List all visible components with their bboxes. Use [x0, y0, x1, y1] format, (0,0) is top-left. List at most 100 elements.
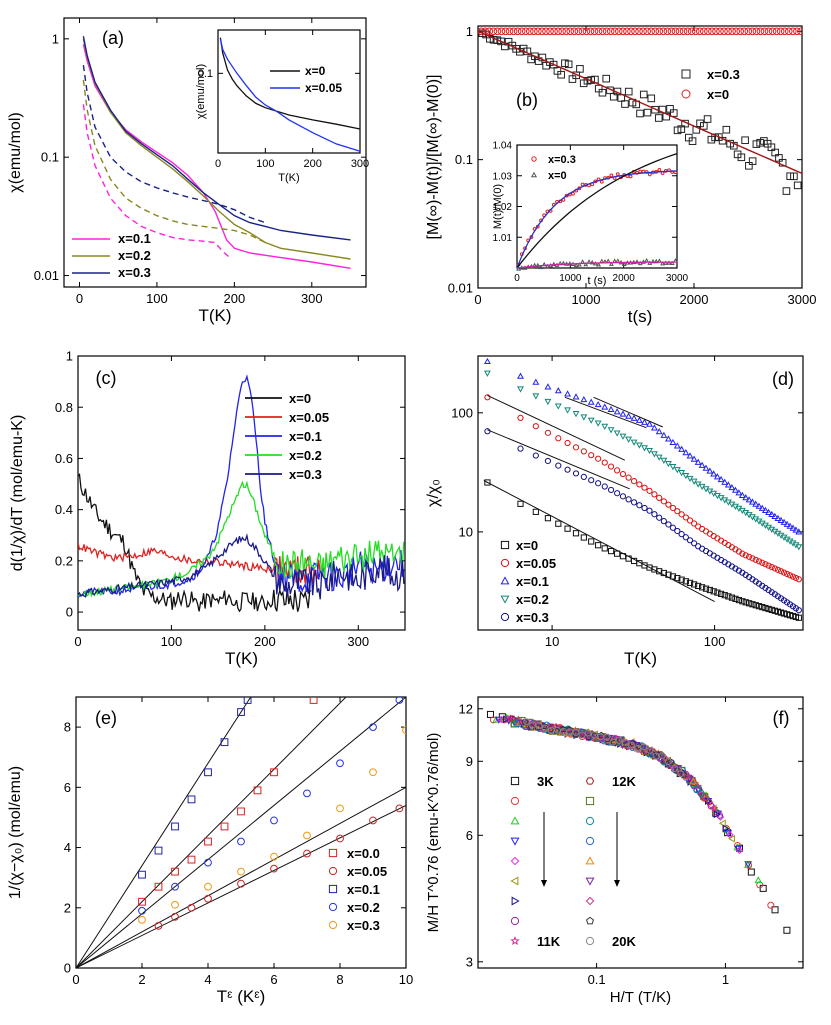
x-tick-label: 0	[76, 291, 83, 306]
legend-label: x=0.1	[347, 882, 380, 897]
data-point	[673, 766, 681, 774]
data-point	[171, 912, 179, 921]
inset-legend-label: x=0.3	[548, 154, 576, 166]
legend-label: x=0.1	[118, 231, 151, 246]
data-point	[724, 481, 732, 488]
data-point	[678, 531, 685, 538]
panel-c: 0 100 200 300 0 0.2 0.4 0.6 0.8 1 T(K) d(1/χ)/dT (m…	[9, 349, 406, 668]
data-point	[669, 109, 678, 117]
x-tick-label: 0.1	[588, 972, 606, 987]
data-point	[517, 414, 524, 421]
data-point	[570, 27, 579, 36]
data-point	[686, 579, 694, 586]
data-point	[523, 718, 531, 726]
data-point	[716, 27, 724, 36]
data-point	[706, 467, 714, 474]
data-point	[580, 534, 587, 541]
data-point	[690, 455, 698, 462]
data-point	[780, 518, 788, 525]
data-point	[682, 772, 691, 780]
data-point	[484, 428, 491, 435]
inset-fit-blue	[516, 170, 678, 269]
x-axis-label: T(K)	[198, 306, 231, 325]
legend-label: x=0.05	[347, 864, 387, 879]
legend-marker	[510, 796, 520, 806]
data-point	[544, 429, 552, 436]
data-point	[220, 738, 229, 747]
data-point	[493, 27, 502, 36]
fit-line	[487, 429, 630, 490]
legend-marker	[328, 920, 338, 930]
data-point	[767, 901, 775, 909]
data-point	[603, 733, 611, 741]
data-point	[607, 486, 615, 494]
data-point	[572, 411, 580, 418]
data-point	[613, 430, 621, 437]
data-point	[642, 748, 650, 755]
data-point	[762, 604, 769, 612]
legend-marker	[500, 558, 510, 568]
data-point	[619, 433, 627, 440]
y-tick-label: 0.2	[55, 553, 73, 568]
panel-a: 0 100 200 300 0.01 0.1 1 T(K) χ(emu/mol) (a) x=0.1…	[7, 17, 369, 325]
legend-label: x=0.0	[347, 846, 380, 861]
data-point	[650, 424, 658, 431]
data-point	[630, 439, 638, 446]
data-point	[595, 542, 602, 549]
data-point	[749, 555, 756, 562]
plot-frame	[75, 696, 407, 969]
data-d	[483, 357, 803, 621]
data-point	[564, 439, 571, 447]
data-point	[691, 581, 698, 588]
data-point	[689, 781, 697, 789]
data-point	[598, 88, 607, 97]
data-point	[755, 502, 763, 509]
data-point	[687, 27, 696, 36]
y-tick-label: 1.02	[493, 202, 513, 213]
data-point	[752, 500, 760, 507]
data-point	[602, 74, 611, 83]
data-point	[771, 906, 779, 914]
data-point	[655, 27, 664, 36]
data-point	[745, 496, 753, 503]
data-point	[615, 27, 623, 36]
legend-marker	[511, 896, 520, 906]
inset-point	[522, 265, 528, 270]
data-point	[695, 582, 702, 590]
data-point	[721, 592, 728, 599]
data-point	[587, 398, 595, 405]
data-c	[78, 374, 405, 613]
data-point	[748, 27, 757, 36]
data-point	[171, 900, 179, 909]
data-point	[661, 757, 669, 764]
x-tick-label: 100	[256, 158, 274, 170]
y-tick-label: 10	[459, 524, 473, 539]
legend-marker	[585, 777, 595, 785]
legend-marker	[585, 916, 595, 925]
data-point	[783, 926, 791, 934]
data-point	[793, 27, 801, 36]
data-point	[187, 795, 196, 804]
data-point	[678, 445, 686, 452]
data-point	[395, 804, 404, 813]
data-point	[665, 521, 672, 528]
data-point	[625, 496, 632, 503]
data-point	[483, 370, 491, 377]
data-point	[555, 435, 562, 442]
data-point	[572, 444, 580, 451]
data-point	[613, 408, 621, 415]
data-point	[774, 593, 782, 600]
data-point	[564, 407, 572, 414]
data-point	[677, 770, 685, 778]
data-point	[503, 715, 511, 724]
fit-line	[76, 697, 347, 968]
panel-label: (c)	[96, 368, 117, 388]
y-tick-label: 1	[52, 31, 59, 46]
y-tick-label: 0.01	[448, 281, 473, 296]
data-point	[701, 793, 709, 801]
panel-label: (a)	[102, 28, 124, 48]
data-point	[303, 831, 311, 840]
data-point	[671, 765, 679, 773]
data-point	[768, 27, 777, 36]
y-tick-label: 2	[64, 900, 71, 915]
